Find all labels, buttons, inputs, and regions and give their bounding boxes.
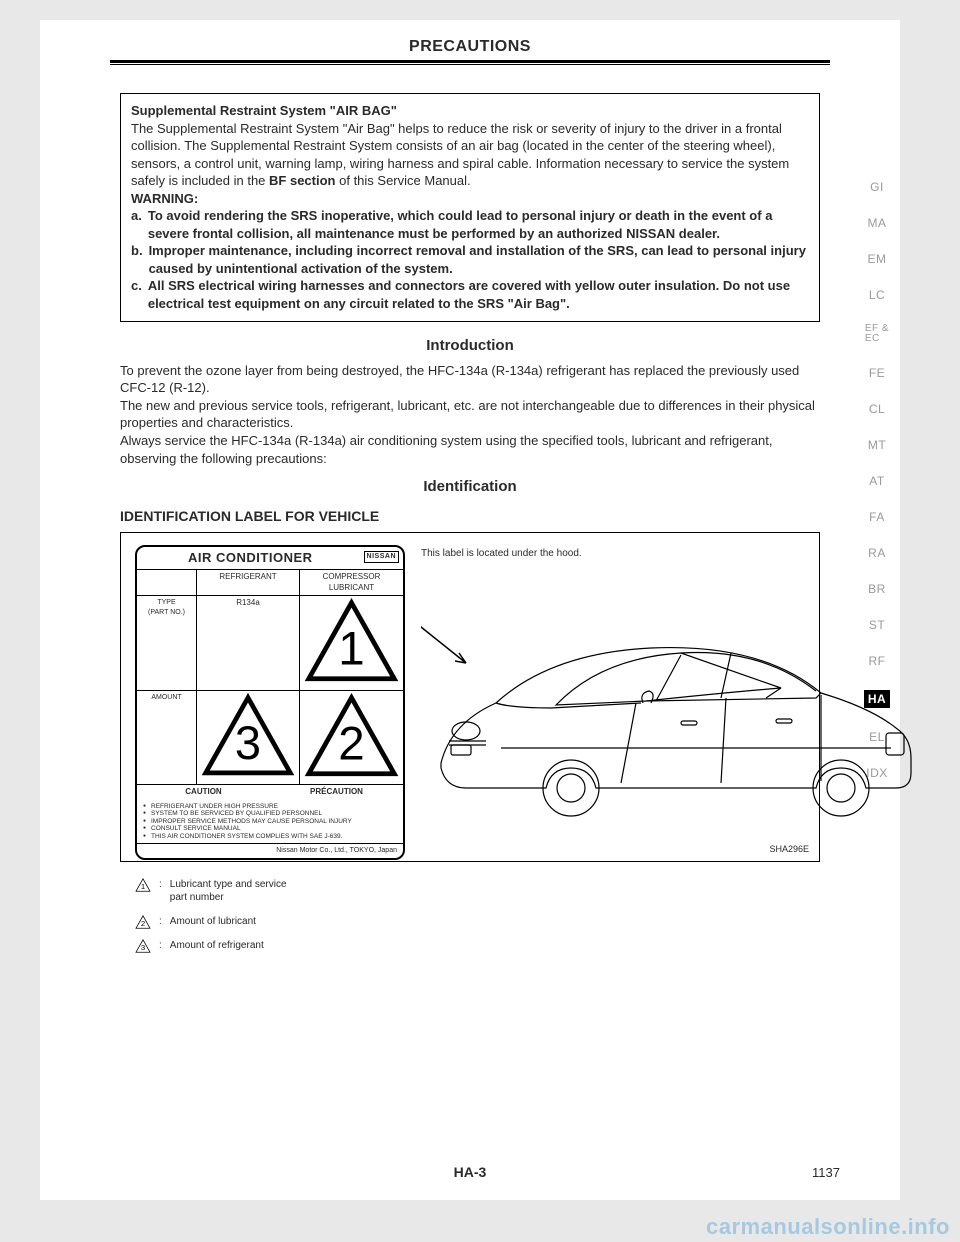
tri-icon-3: 3 xyxy=(135,939,151,953)
svg-text:2: 2 xyxy=(141,918,145,927)
ident-title: Identification xyxy=(120,477,820,497)
ac-label: AIR CONDITIONER NISSAN REFRIGERANT COMPR… xyxy=(135,545,405,859)
item-c-label: c. xyxy=(131,277,142,312)
warning-label: WARNING: xyxy=(131,191,198,206)
tri-3: 3 xyxy=(197,691,300,785)
nav-el[interactable]: EL xyxy=(869,730,885,744)
box-p1c: of this Service Manual. xyxy=(336,173,471,188)
legend: 1 : Lubricant type and service part numb… xyxy=(135,878,805,953)
svg-text:1: 1 xyxy=(338,623,364,676)
box-p1b: BF section xyxy=(269,173,335,188)
col-lubricant: COMPRESSOR LUBRICANT xyxy=(300,570,403,597)
nav-gi[interactable]: GI xyxy=(870,180,884,194)
nav-ma[interactable]: MA xyxy=(868,216,887,230)
bullet-2: IMPROPER SERVICE METHODS MAY CAUSE PERSO… xyxy=(143,818,397,825)
nav-idx[interactable]: IDX xyxy=(866,766,888,780)
item-c: All SRS electrical wiring harnesses and … xyxy=(148,277,809,312)
side-nav: GI MA EM LC EF & EC FE CL MT AT FA RA BR… xyxy=(862,180,892,780)
car-illustration xyxy=(421,593,921,833)
bullet-4: THIS AIR CONDITIONER SYSTEM COMPLIES WIT… xyxy=(143,833,397,840)
tri-icon-1: 1 xyxy=(135,878,151,892)
nav-ha[interactable]: HA xyxy=(864,690,890,708)
content-area: Supplemental Restraint System "AIR BAG" … xyxy=(40,65,900,862)
ac-bullets: REFRIGERANT UNDER HIGH PRESSURE SYSTEM T… xyxy=(137,800,403,843)
svg-text:3: 3 xyxy=(235,715,261,768)
bullet-3: CONSULT SERVICE MANUAL xyxy=(143,825,397,832)
nav-br[interactable]: BR xyxy=(868,582,886,596)
nav-st[interactable]: ST xyxy=(869,618,885,632)
svg-text:3: 3 xyxy=(141,942,145,951)
ident-sub: IDENTIFICATION LABEL FOR VEHICLE xyxy=(120,507,820,526)
item-a-label: a. xyxy=(131,207,142,242)
ac-footer: Nissan Motor Co., Ltd., TOKYO, Japan xyxy=(137,843,403,857)
ac-grid-header: REFRIGERANT COMPRESSOR LUBRICANT xyxy=(137,570,403,597)
item-b-label: b. xyxy=(131,242,143,277)
type-val: R134a xyxy=(197,596,300,690)
colon-3: : xyxy=(159,939,162,953)
legend-3-text: Amount of refrigerant xyxy=(170,939,264,953)
intro-p3: Always service the HFC-134a (R-134a) air… xyxy=(120,432,820,467)
caution-row: CAUTION PRÉCAUTION xyxy=(137,785,403,800)
label-note: This label is located under the hood. xyxy=(421,547,582,561)
figure-code: SHA296E xyxy=(769,843,809,855)
nav-mt[interactable]: MT xyxy=(868,438,886,452)
legend-1-text: Lubricant type and service part number xyxy=(170,878,300,905)
intro-p2: The new and previous service tools, refr… xyxy=(120,397,820,432)
caution-label: CAUTION xyxy=(137,785,270,800)
intro-title: Introduction xyxy=(120,336,820,356)
header-rule-thick xyxy=(110,60,830,63)
nissan-brand: NISSAN xyxy=(364,551,399,562)
item-b: Improper maintenance, including incorrec… xyxy=(149,242,809,277)
svg-text:1: 1 xyxy=(141,881,145,890)
row-amount: AMOUNT xyxy=(137,691,197,785)
nav-ef-ec[interactable]: EF & EC xyxy=(865,324,889,344)
legend-2-text: Amount of lubricant xyxy=(170,915,256,929)
legend-3: 3 : Amount of refrigerant xyxy=(135,939,805,953)
page-title: PRECAUTIONS xyxy=(40,20,900,56)
footer-page: HA-3 xyxy=(40,1164,900,1180)
figure-box: AIR CONDITIONER NISSAN REFRIGERANT COMPR… xyxy=(120,532,820,862)
colon-1: : xyxy=(159,878,162,892)
bullet-1: SYSTEM TO BE SERVICED BY QUALIFIED PERSO… xyxy=(143,810,397,817)
legend-2: 2 : Amount of lubricant xyxy=(135,915,805,929)
nav-cl[interactable]: CL xyxy=(869,402,885,416)
col-refrigerant: REFRIGERANT xyxy=(197,570,300,597)
nav-em[interactable]: EM xyxy=(868,252,887,266)
tri-1: 1 xyxy=(300,596,403,690)
intro-p1: To prevent the ozone layer from being de… xyxy=(120,362,820,397)
colon-2: : xyxy=(159,915,162,929)
ac-grid-type: TYPE (PART NO.) R134a 1 xyxy=(137,596,403,690)
box-heading: Supplemental Restraint System "AIR BAG" xyxy=(131,103,397,118)
ac-title: AIR CONDITIONER NISSAN xyxy=(137,547,403,570)
nav-fe[interactable]: FE xyxy=(869,366,885,380)
svg-text:2: 2 xyxy=(338,717,364,770)
tri-2: 2 xyxy=(300,691,403,785)
legend-1: 1 : Lubricant type and service part numb… xyxy=(135,878,805,905)
bullet-0: REFRIGERANT UNDER HIGH PRESSURE xyxy=(143,803,397,810)
nav-at[interactable]: AT xyxy=(869,474,884,488)
nav-lc[interactable]: LC xyxy=(869,288,885,302)
nav-ra[interactable]: RA xyxy=(868,546,886,560)
row-type: TYPE (PART NO.) xyxy=(137,596,197,690)
warning-box: Supplemental Restraint System "AIR BAG" … xyxy=(120,93,820,322)
ac-title-text: AIR CONDITIONER xyxy=(188,550,313,565)
watermark: carmanualsonline.info xyxy=(706,1214,950,1240)
page: PRECAUTIONS Supplemental Restraint Syste… xyxy=(40,20,900,1200)
nav-rf[interactable]: RF xyxy=(869,654,886,668)
precaution-label: PRÉCAUTION xyxy=(270,785,403,800)
nav-fa[interactable]: FA xyxy=(869,510,885,524)
blank-cell xyxy=(137,570,197,597)
tri-icon-2: 2 xyxy=(135,915,151,929)
item-a: To avoid rendering the SRS inoperative, … xyxy=(148,207,809,242)
ac-grid-amount: AMOUNT 3 2 xyxy=(137,691,403,785)
page-number: 1137 xyxy=(812,1165,840,1180)
